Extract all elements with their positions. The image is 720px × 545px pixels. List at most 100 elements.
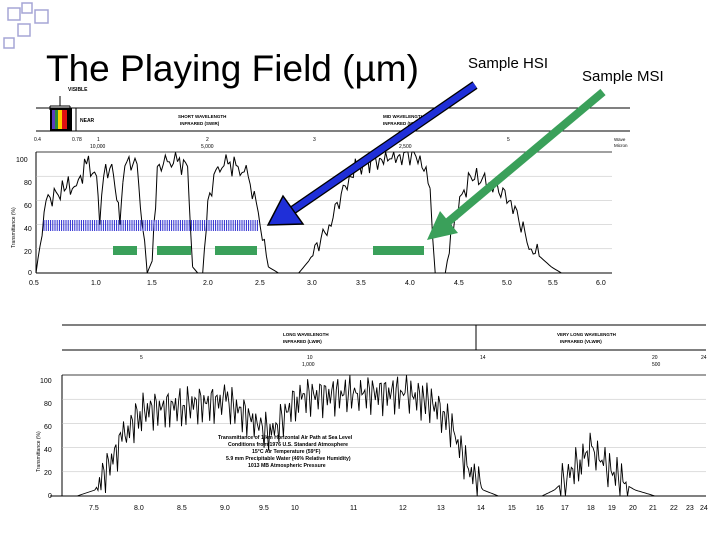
curve-segment <box>167 152 178 169</box>
curve-segment <box>510 200 532 251</box>
y-tick: 60 <box>44 424 52 431</box>
curve-segment <box>121 403 141 444</box>
sample-msi-label: Sample MSI <box>582 68 664 85</box>
x-tick: 3.0 <box>307 280 317 287</box>
curve-segment <box>247 176 259 213</box>
bottom-grid <box>62 398 706 473</box>
curve-segment <box>151 166 158 261</box>
top-y-ticks: 100 80 60 40 20 0 <box>16 157 32 277</box>
y-tick: 40 <box>44 447 52 454</box>
curve-segment <box>177 156 189 175</box>
curve-segment <box>454 435 468 480</box>
y-tick: 20 <box>24 249 32 256</box>
x-tick: 7.5 <box>89 505 99 512</box>
x-tick: 8.0 <box>134 505 144 512</box>
micron-tick: 2 <box>206 137 209 143</box>
x-tick: 17 <box>561 505 569 512</box>
curve-segment <box>624 480 636 497</box>
x-tick: 4.0 <box>405 280 415 287</box>
x-tick: 12 <box>399 505 407 512</box>
bottom-caption: Transmittance of 1 km Horizontal Air Pat… <box>218 435 353 469</box>
y-tick: 0 <box>48 493 52 500</box>
wavenumber-tick: 10,000 <box>90 144 106 150</box>
curve-segment <box>466 463 484 497</box>
x-tick: 8.5 <box>177 505 187 512</box>
curve-segment <box>202 200 209 274</box>
x-tick: 3.5 <box>356 280 366 287</box>
curve-segment <box>116 200 121 225</box>
bottom-spectrum-header: LONG WAVELENGTH INFRARED (LWIR) VERY LON… <box>62 324 707 368</box>
curve-segment <box>126 154 138 171</box>
curve-segment <box>35 200 47 274</box>
wavenumber-tick: 2,500 <box>399 144 412 150</box>
curve-segment <box>404 374 425 421</box>
curve-segment <box>182 384 227 425</box>
x-tick: 10 <box>291 505 299 512</box>
y-tick: 0 <box>28 270 32 277</box>
curve-segment <box>328 176 350 228</box>
curve-segment <box>256 411 272 451</box>
vlwir-label-line2: INFRARED (VLWIR) <box>560 339 602 344</box>
curve-segment <box>379 151 401 166</box>
msi-band-bar <box>157 246 191 255</box>
msi-band-bar <box>373 246 424 255</box>
lwir-label-line2: INFRARED (LWIR) <box>283 339 322 344</box>
curve-segment <box>551 266 562 274</box>
curve-segment <box>119 182 124 225</box>
curve-segment <box>136 164 143 225</box>
msi-band-bar <box>113 246 137 255</box>
mwir-label-line1: MID WAVELENGTH <box>383 114 424 119</box>
curve-segment <box>45 180 67 207</box>
corner-decoration <box>3 2 49 49</box>
wavenumber-tick: 5,000 <box>201 144 214 150</box>
y-tick: 100 <box>16 157 28 164</box>
x-tick: 16 <box>536 505 544 512</box>
x-tick: 5.0 <box>502 280 512 287</box>
wavenumber-tick: 500 <box>652 362 661 368</box>
x-tick: 18 <box>587 505 595 512</box>
micron-tick: 24 <box>701 355 707 361</box>
lwir-label-line1: LONG WAVELENGTH <box>283 332 329 337</box>
micron-tick: 5 <box>140 355 143 361</box>
curve-segment <box>86 155 98 178</box>
curve-segment <box>257 212 269 267</box>
top-spectrum-header: VISIBLE NEAR SHORT WAVELENGTH INFRARED (… <box>36 87 630 148</box>
curve-segment <box>156 153 168 173</box>
curve-segment <box>227 156 239 177</box>
micron-tick: 3 <box>313 137 316 143</box>
svg-text:5.9 mm Precipitable Water (46%: 5.9 mm Precipitable Water (46% Relative … <box>226 456 351 462</box>
curve-segment <box>592 440 604 471</box>
curve-segment <box>237 165 249 177</box>
sample-hsi-label: Sample HSI <box>468 55 549 72</box>
msi-arrow <box>427 88 606 240</box>
curve-segment <box>634 489 656 497</box>
svg-text:Transmittance of 1 km Horizont: Transmittance of 1 km Horizontal Air Pat… <box>218 435 353 441</box>
svg-text:1013 MB Atmospheric Pressure: 1013 MB Atmospheric Pressure <box>248 463 326 469</box>
curve-segment <box>103 163 113 179</box>
hsi-arrow <box>266 81 478 226</box>
x-tick: 23 <box>686 505 694 512</box>
x-tick: 5.5 <box>548 280 558 287</box>
micron-tick: 5 <box>507 137 510 143</box>
x-tick: 1.0 <box>91 280 101 287</box>
curve-segment <box>65 176 77 195</box>
bottom-y-ticks: 100 80 60 40 20 0 <box>40 378 52 500</box>
x-tick: 14 <box>477 505 485 512</box>
curve-segment <box>217 154 229 174</box>
top-micron-ticks: 0.4 0.78 1 2 3 5 10,000 5,000 2,500 <box>34 137 510 150</box>
bottom-transmittance-curve <box>50 374 706 497</box>
near-label: NEAR <box>80 118 95 124</box>
swir-label-line1: SHORT WAVELENGTH <box>178 114 226 119</box>
x-tick: 15 <box>508 505 516 512</box>
curve-segment <box>96 176 101 225</box>
visible-label: VISIBLE <box>68 87 88 93</box>
vlwir-label-line1: VERY LONG WAVELENGTH <box>557 332 616 337</box>
x-tick: 4.5 <box>454 280 464 287</box>
y-tick: 80 <box>24 180 32 187</box>
curve-segment <box>530 243 552 268</box>
curve-segment <box>419 155 431 189</box>
x-tick: 20 <box>629 505 637 512</box>
curve-segment <box>270 390 298 443</box>
